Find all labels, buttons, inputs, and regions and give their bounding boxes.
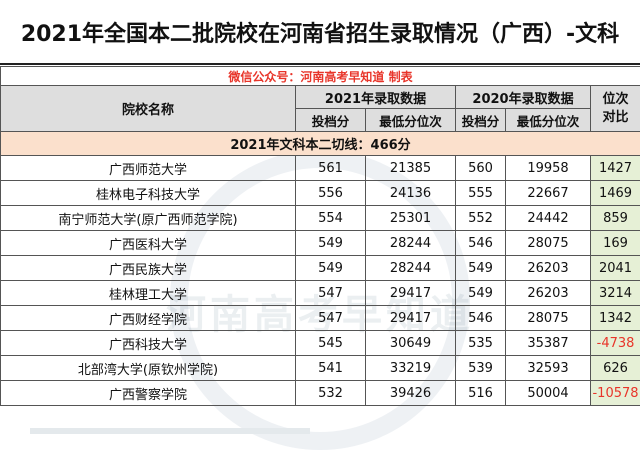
school-cell: 桂林电子科技大学 bbox=[1, 181, 296, 206]
header-2020: 2020年录取数据 bbox=[456, 86, 591, 109]
rank-diff-cell: 859 bbox=[591, 206, 640, 231]
score-2021-cell: 549 bbox=[296, 231, 366, 256]
school-cell: 桂林理工大学 bbox=[1, 281, 296, 306]
rank-diff-cell: 1469 bbox=[591, 181, 640, 206]
rank-2021-cell: 30649 bbox=[366, 331, 456, 356]
school-cell: 广西财经学院 bbox=[1, 306, 296, 331]
score-2021-cell: 547 bbox=[296, 306, 366, 331]
header-school: 院校名称 bbox=[1, 86, 296, 132]
rank-2021-cell: 21385 bbox=[366, 156, 456, 181]
rank-2020-cell: 35387 bbox=[506, 331, 591, 356]
rank-2020-cell: 19958 bbox=[506, 156, 591, 181]
school-cell: 南宁师范大学(原广西师范学院) bbox=[1, 206, 296, 231]
header-2020-score: 投档分 bbox=[456, 109, 506, 132]
score-2021-cell: 532 bbox=[296, 381, 366, 406]
score-2020-cell: 560 bbox=[456, 156, 506, 181]
score-2021-cell: 545 bbox=[296, 331, 366, 356]
header-2020-rank: 最低分位次 bbox=[506, 109, 591, 132]
title-divider bbox=[0, 63, 640, 65]
school-cell: 广西科技大学 bbox=[1, 331, 296, 356]
score-2021-cell: 561 bbox=[296, 156, 366, 181]
cutoff-row: 2021年文科本二切线：466分 bbox=[1, 132, 640, 156]
rank-diff-cell: 3214 bbox=[591, 281, 640, 306]
page-title: 2021年全国本二批院校在河南省招生录取情况（广西）-文科 bbox=[0, 0, 640, 64]
rank-2021-cell: 29417 bbox=[366, 281, 456, 306]
header-2021: 2021年录取数据 bbox=[296, 86, 456, 109]
score-2020-cell: 535 bbox=[456, 331, 506, 356]
score-2020-cell: 546 bbox=[456, 306, 506, 331]
rank-diff-cell: -4738 bbox=[591, 331, 640, 356]
rank-diff-cell: 626 bbox=[591, 356, 640, 381]
bottom-strip bbox=[30, 428, 310, 434]
rank-2020-cell: 50004 bbox=[506, 381, 591, 406]
school-cell: 广西师范大学 bbox=[1, 156, 296, 181]
rank-2021-cell: 29417 bbox=[366, 306, 456, 331]
header-rank-compare: 位次 对比 bbox=[591, 86, 640, 132]
rank-2021-cell: 39426 bbox=[366, 381, 456, 406]
rank-2021-cell: 33219 bbox=[366, 356, 456, 381]
school-cell: 广西民族大学 bbox=[1, 256, 296, 281]
school-cell: 北部湾大学(原钦州学院) bbox=[1, 356, 296, 381]
source-note-row: 微信公众号：河南高考早知道 制表 bbox=[1, 67, 640, 86]
school-cell: 广西医科大学 bbox=[1, 231, 296, 256]
cutoff-line: 2021年文科本二切线：466分 bbox=[1, 132, 640, 156]
rank-diff-cell: 1342 bbox=[591, 306, 640, 331]
score-2020-cell: 555 bbox=[456, 181, 506, 206]
source-note: 微信公众号：河南高考早知道 制表 bbox=[1, 67, 640, 86]
score-2021-cell: 547 bbox=[296, 281, 366, 306]
header-2021-score: 投档分 bbox=[296, 109, 366, 132]
rank-2020-cell: 24442 bbox=[506, 206, 591, 231]
admission-table: 微信公众号：河南高考早知道 制表 院校名称 2021年录取数据 2020年录取数… bbox=[0, 66, 640, 406]
rank-2021-cell: 28244 bbox=[366, 256, 456, 281]
score-2020-cell: 546 bbox=[456, 231, 506, 256]
header-row-1: 院校名称 2021年录取数据 2020年录取数据 位次 对比 bbox=[1, 86, 640, 109]
school-cell: 广西警察学院 bbox=[1, 381, 296, 406]
rank-2020-cell: 32593 bbox=[506, 356, 591, 381]
header-rank-compare-text: 位次 对比 bbox=[603, 92, 629, 125]
score-2020-cell: 549 bbox=[456, 281, 506, 306]
rank-2021-cell: 28244 bbox=[366, 231, 456, 256]
score-2020-cell: 516 bbox=[456, 381, 506, 406]
rank-2020-cell: 28075 bbox=[506, 231, 591, 256]
rank-2021-cell: 24136 bbox=[366, 181, 456, 206]
rank-2020-cell: 28075 bbox=[506, 306, 591, 331]
rank-diff-cell: 1427 bbox=[591, 156, 640, 181]
rank-2021-cell: 25301 bbox=[366, 206, 456, 231]
rank-2020-cell: 26203 bbox=[506, 256, 591, 281]
score-2020-cell: 552 bbox=[456, 206, 506, 231]
header-2021-rank: 最低分位次 bbox=[366, 109, 456, 132]
score-2021-cell: 556 bbox=[296, 181, 366, 206]
score-2020-cell: 539 bbox=[456, 356, 506, 381]
score-2021-cell: 549 bbox=[296, 256, 366, 281]
score-2021-cell: 554 bbox=[296, 206, 366, 231]
rank-2020-cell: 22667 bbox=[506, 181, 591, 206]
score-2021-cell: 541 bbox=[296, 356, 366, 381]
rank-diff-cell: 2041 bbox=[591, 256, 640, 281]
rank-diff-cell: 169 bbox=[591, 231, 640, 256]
rank-diff-cell: -10578 bbox=[591, 381, 640, 406]
rank-2020-cell: 26203 bbox=[506, 281, 591, 306]
score-2020-cell: 549 bbox=[456, 256, 506, 281]
